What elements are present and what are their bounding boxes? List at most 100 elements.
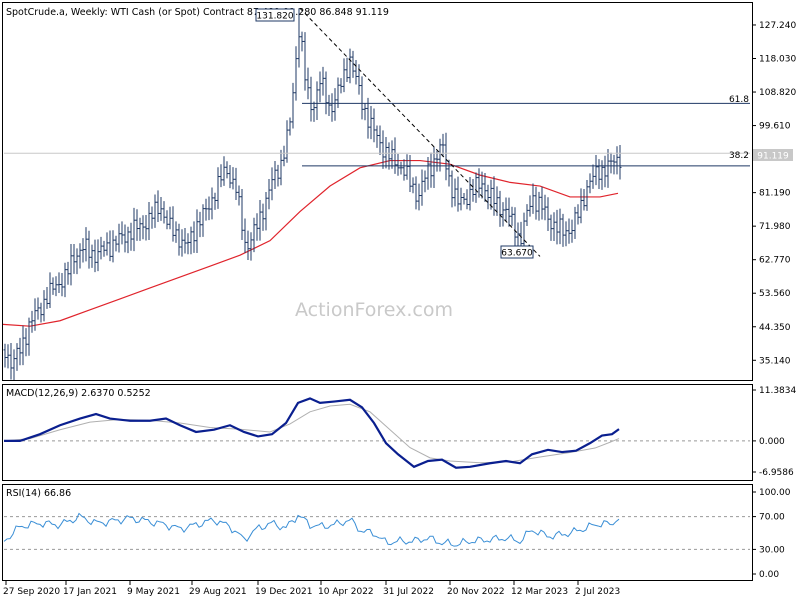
- price-bar: [171, 206, 175, 242]
- price-bar: [414, 176, 418, 210]
- fib-382-label: 38.2: [729, 151, 749, 161]
- price-bar: [591, 164, 595, 189]
- price-bar: [435, 150, 439, 172]
- price-tick-label: 44.350: [759, 323, 791, 333]
- price-bar: [66, 261, 70, 285]
- price-bar: [147, 201, 151, 240]
- price-bar: [393, 137, 397, 174]
- price-bar: [30, 310, 34, 333]
- price-bar: [192, 221, 196, 253]
- swing-low-text: 63.670: [501, 249, 533, 259]
- price-bar: [510, 206, 514, 226]
- price-bar: [276, 164, 280, 187]
- price-bar: [240, 188, 244, 241]
- price-bar: [222, 156, 226, 186]
- price-bar: [255, 213, 259, 241]
- price-bar: [225, 161, 229, 179]
- price-bar: [585, 180, 589, 211]
- price-bar: [426, 157, 430, 190]
- price-bar: [33, 298, 37, 331]
- time-tick-label: 20 Nov 2022: [447, 587, 505, 597]
- price-bar: [555, 209, 559, 245]
- price-bar: [465, 189, 469, 210]
- moving-average-line: [2, 159, 619, 327]
- time-tick-label: 29 Aug 2021: [189, 587, 247, 597]
- price-bar: [201, 204, 205, 237]
- price-bar: [195, 209, 199, 254]
- price-bar: [183, 227, 187, 254]
- macd-panel-frame: [2, 384, 753, 481]
- time-tick-label: 17 Jan 2021: [63, 587, 117, 597]
- macd-label: MACD(12,26,9) 2.6370 0.5252: [6, 388, 151, 399]
- price-bar: [69, 244, 73, 286]
- price-bar: [612, 154, 616, 175]
- price-bar: [288, 117, 292, 136]
- price-bar: [96, 239, 100, 272]
- price-bar: [492, 176, 496, 216]
- price-bar: [549, 214, 553, 241]
- price-tick-label: 81.190: [759, 189, 791, 199]
- time-tick-label: 27 Sep 2020: [3, 587, 60, 597]
- price-bar: [261, 203, 265, 231]
- price-bar: [243, 218, 247, 254]
- price-bar: [57, 272, 61, 293]
- price-bar: [333, 88, 337, 121]
- price-bar: [282, 145, 286, 167]
- price-bar: [300, 31, 304, 52]
- price-bar: [249, 232, 253, 261]
- price-bar: [174, 221, 178, 243]
- price-bar: [129, 222, 133, 251]
- price-bar: [342, 58, 346, 93]
- price-bar: [63, 262, 67, 298]
- price-bar: [417, 183, 421, 211]
- price-bar: [159, 197, 163, 221]
- price-bar: [528, 195, 532, 217]
- price-bar: [606, 149, 610, 188]
- price-tick-label: 118.030: [759, 55, 796, 65]
- price-tag: 91.119: [753, 149, 793, 162]
- price-bar: [210, 187, 214, 220]
- price-bar: [366, 97, 370, 139]
- price-bar: [471, 178, 475, 202]
- price-bar: [600, 160, 604, 190]
- price-bar: [204, 198, 208, 221]
- price-bar: [597, 159, 601, 190]
- price-bar: [18, 337, 22, 366]
- price-bar: [84, 227, 88, 262]
- watermark: ActionForex.com: [295, 299, 453, 321]
- price-bar: [207, 196, 211, 221]
- price-bar: [582, 189, 586, 211]
- fib-618-label: 61.8: [729, 95, 749, 105]
- price-bar: [165, 210, 169, 230]
- price-bar: [78, 243, 82, 269]
- price-bar: [462, 193, 466, 205]
- price-bar: [72, 244, 76, 274]
- price-bar: [489, 179, 493, 210]
- rsi-tick-label: 30.00: [759, 545, 785, 555]
- price-bar: [318, 71, 322, 103]
- price-bar: [411, 177, 415, 194]
- price-tag-text: 91.119: [757, 152, 789, 162]
- price-bar: [588, 173, 592, 194]
- price-bar: [396, 153, 400, 176]
- price-tick-label: 127.240: [759, 21, 796, 31]
- price-bar: [615, 146, 619, 175]
- rsi-line: [3, 512, 620, 547]
- price-bar: [513, 207, 517, 246]
- price-bar: [237, 185, 241, 206]
- price-bar: [144, 214, 148, 241]
- price-bar: [324, 71, 328, 115]
- price-bar: [540, 186, 544, 220]
- price-bar: [570, 219, 574, 243]
- price-bar: [267, 179, 271, 210]
- price-bar: [228, 165, 232, 189]
- price-tick-label: 62.770: [759, 256, 791, 266]
- price-bar: [105, 232, 109, 256]
- price-bar: [213, 192, 217, 210]
- price-bar: [351, 50, 355, 78]
- price-bar: [360, 76, 364, 120]
- price-bar: [378, 125, 382, 155]
- swing-high-label: 131.820: [255, 8, 295, 22]
- price-bar: [336, 77, 340, 108]
